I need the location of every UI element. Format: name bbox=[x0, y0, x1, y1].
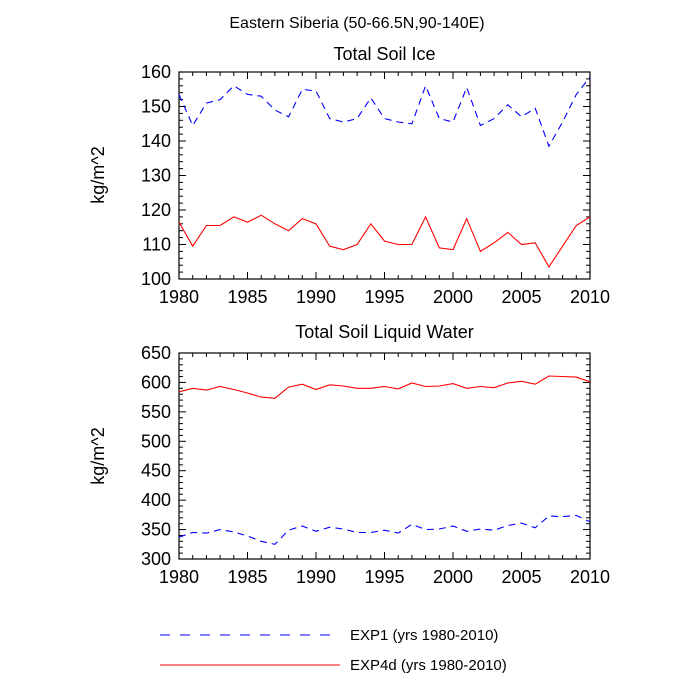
y-tick-label: 450 bbox=[141, 461, 171, 481]
y-tick-label: 160 bbox=[141, 62, 171, 82]
series-line-exp4d bbox=[178, 214, 591, 268]
y-tick-label: 130 bbox=[141, 166, 171, 186]
x-tick-label: 1990 bbox=[296, 567, 336, 587]
chart-panel-1: Total Soil Ice kg/m^2 1980 1985 1990 1995 2000… bbox=[88, 44, 610, 307]
y-tick-label: 120 bbox=[141, 200, 171, 220]
x-tick-label: 2005 bbox=[501, 567, 541, 587]
x-tick-label: 2010 bbox=[570, 287, 610, 307]
y-axis-label: kg/m^2 bbox=[88, 146, 108, 203]
x-tick-label: 2010 bbox=[570, 567, 610, 587]
x-tick-label: 2005 bbox=[501, 287, 541, 307]
series-line-exp4d bbox=[178, 375, 591, 399]
series-line-exp1 bbox=[178, 76, 591, 148]
plot-frame bbox=[178, 352, 591, 560]
chart-panel-2: Total Soil Liquid Water kg/m^2 1980 1985 199… bbox=[88, 322, 610, 587]
y-axis-label: kg/m^2 bbox=[88, 427, 108, 484]
x-tick-label: 1985 bbox=[227, 567, 267, 587]
y-tick-label: 550 bbox=[141, 402, 171, 422]
figure-title: Eastern Siberia (50-66.5N,90-140E) bbox=[229, 15, 484, 32]
x-tick-label: 1980 bbox=[159, 567, 199, 587]
y-tick-label: 350 bbox=[141, 520, 171, 540]
chart-panels: Total Soil Ice kg/m^2 1980 1985 1990 1995 2000… bbox=[88, 44, 610, 587]
y-tick-label: 600 bbox=[141, 372, 171, 392]
x-tick-label: 2000 bbox=[433, 567, 473, 587]
plot-frame bbox=[178, 71, 591, 280]
y-tick-label: 650 bbox=[141, 343, 171, 363]
x-tick-label: 1990 bbox=[296, 287, 336, 307]
x-tick-label: 1995 bbox=[364, 287, 404, 307]
x-tick-label: 1980 bbox=[159, 287, 199, 307]
y-tick-label: 100 bbox=[141, 269, 171, 289]
y-tick-label: 500 bbox=[141, 431, 171, 451]
series-line-exp1 bbox=[178, 514, 591, 545]
x-tick-label: 1995 bbox=[364, 567, 404, 587]
legend-label-exp1: EXP1 (yrs 1980-2010) bbox=[350, 627, 498, 644]
legend: EXP1 (yrs 1980-2010) EXP4d (yrs 1980-2010… bbox=[160, 627, 507, 674]
chart-title: Total Soil Liquid Water bbox=[295, 322, 473, 342]
chart-title: Total Soil Ice bbox=[333, 44, 435, 64]
x-tick-label: 2000 bbox=[433, 287, 473, 307]
x-tick-label: 1985 bbox=[227, 287, 267, 307]
y-tick-label: 150 bbox=[141, 97, 171, 117]
y-tick-label: 300 bbox=[141, 549, 171, 569]
y-tick-label: 110 bbox=[142, 235, 171, 255]
legend-label-exp4d: EXP4d (yrs 1980-2010) bbox=[350, 657, 507, 674]
y-tick-label: 140 bbox=[141, 131, 171, 151]
y-tick-label: 400 bbox=[141, 490, 171, 510]
